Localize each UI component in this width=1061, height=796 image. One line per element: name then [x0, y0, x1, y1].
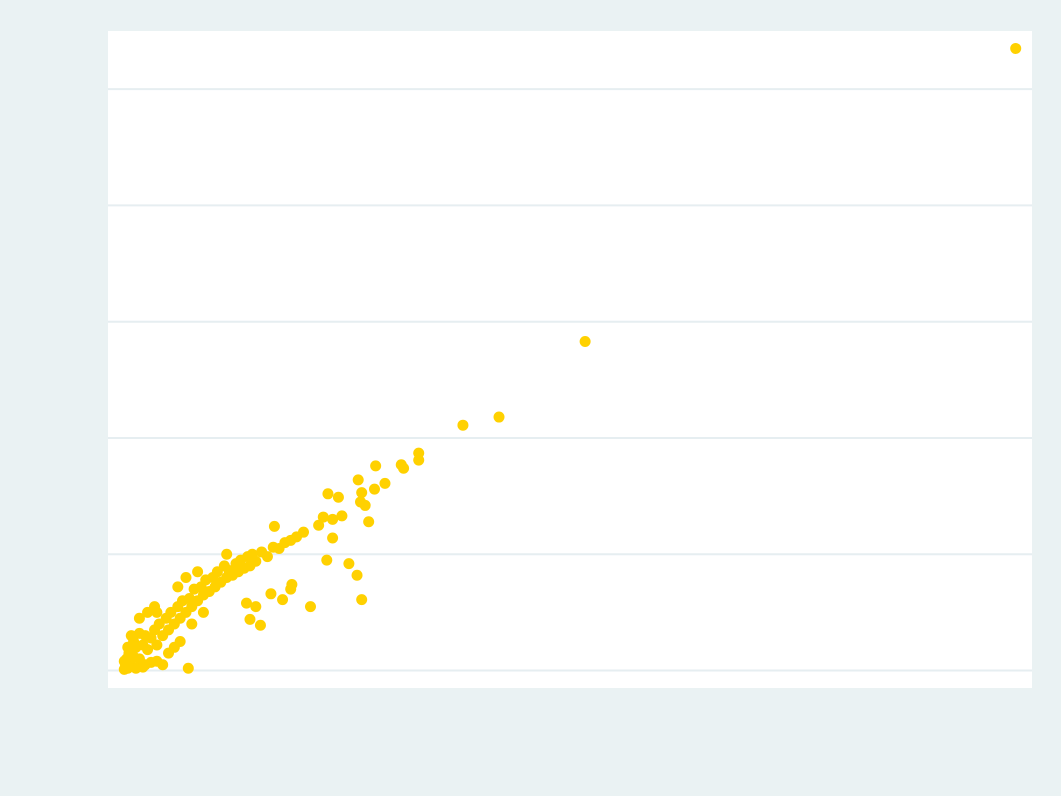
point — [268, 520, 280, 532]
point — [250, 555, 262, 567]
point — [192, 566, 204, 578]
point — [180, 572, 192, 584]
point — [277, 594, 289, 606]
point — [368, 483, 380, 495]
point — [254, 619, 266, 631]
point — [118, 655, 130, 667]
point — [413, 454, 425, 466]
point — [398, 462, 410, 474]
point — [304, 601, 316, 613]
point — [142, 644, 154, 656]
point — [250, 601, 262, 613]
point — [379, 477, 391, 489]
point — [457, 419, 469, 431]
point — [265, 588, 277, 600]
point — [363, 516, 375, 528]
point — [351, 569, 363, 581]
point — [1010, 42, 1022, 54]
point — [157, 659, 169, 671]
point — [163, 647, 175, 659]
point — [313, 519, 325, 531]
point — [186, 618, 198, 630]
point — [356, 594, 368, 606]
point — [343, 558, 355, 570]
point — [327, 513, 339, 525]
point — [359, 499, 371, 511]
point — [172, 581, 184, 593]
point — [327, 532, 339, 544]
point — [142, 606, 154, 618]
point — [221, 548, 233, 560]
point — [137, 661, 149, 673]
point — [151, 639, 163, 651]
point — [356, 487, 368, 499]
point — [261, 551, 273, 563]
point — [336, 510, 348, 522]
point — [240, 597, 252, 609]
point — [317, 511, 329, 523]
point — [322, 488, 334, 500]
point — [133, 612, 145, 624]
point — [352, 474, 364, 486]
point — [145, 656, 157, 668]
point — [285, 583, 297, 595]
point — [122, 641, 134, 653]
point — [370, 460, 382, 472]
point — [291, 531, 303, 543]
point — [493, 411, 505, 423]
point — [174, 635, 186, 647]
point — [332, 491, 344, 503]
plot-area — [108, 31, 1032, 688]
point — [197, 606, 209, 618]
point — [579, 335, 591, 347]
point — [125, 630, 137, 642]
point — [182, 662, 194, 674]
point — [321, 554, 333, 566]
point — [244, 613, 256, 625]
